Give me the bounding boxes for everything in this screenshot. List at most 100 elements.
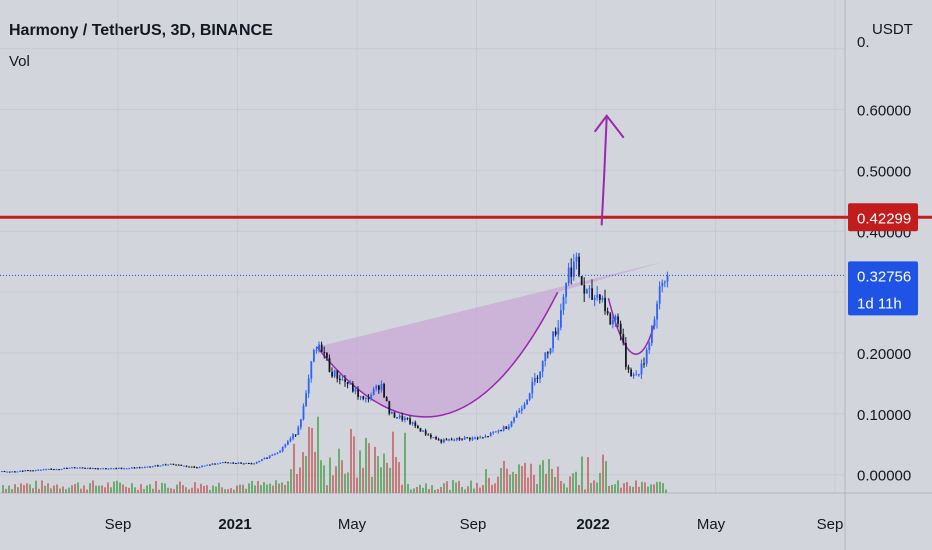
candle-body: [588, 288, 591, 290]
volume-bar: [293, 443, 295, 493]
volume-bar: [125, 486, 127, 493]
candle-body: [81, 467, 84, 469]
chart-title[interactable]: Harmony / TetherUS, 3D, BINANCE: [9, 22, 273, 39]
candle-body: [435, 437, 437, 440]
volume-bar: [461, 486, 463, 493]
volume-bar: [230, 488, 232, 493]
volume-bar: [470, 480, 472, 493]
volume-bar: [650, 484, 652, 493]
candle-body: [53, 469, 55, 471]
candle-body: [443, 439, 445, 443]
volume-bar: [434, 489, 436, 493]
candle-body: [653, 319, 656, 327]
candle-body: [89, 468, 92, 470]
candle-body: [518, 410, 521, 413]
candle-body: [227, 462, 229, 464]
candle-body: [180, 464, 183, 466]
candle-body: [138, 467, 141, 469]
candle-body: [92, 468, 94, 470]
volume-bar: [14, 484, 16, 493]
candle-body: [414, 422, 417, 427]
candle-body: [159, 465, 162, 467]
volume-bar: [515, 474, 517, 493]
candle-body: [375, 385, 378, 390]
volume-bar: [365, 437, 367, 493]
candle-body: [630, 369, 632, 377]
handle-curve: [607, 298, 656, 355]
candle-body: [549, 348, 552, 354]
volume-bar: [35, 480, 37, 493]
volume-indicator-label[interactable]: Vol: [9, 53, 30, 70]
time-tick-label: May: [338, 516, 367, 533]
candle-body: [144, 467, 146, 469]
volume-bar: [311, 427, 313, 493]
candle-body: [372, 389, 375, 395]
candle-body: [300, 419, 302, 428]
candle-body: [274, 453, 276, 455]
candle-body: [593, 297, 596, 300]
candle-body: [86, 468, 89, 470]
candle-body: [170, 463, 172, 465]
candle-body: [263, 457, 266, 460]
volume-bar: [512, 471, 514, 493]
volume-bar: [458, 480, 460, 493]
candle-body: [34, 470, 37, 472]
candle-body: [193, 466, 196, 468]
candle-body: [604, 297, 606, 312]
volume-bar: [554, 476, 556, 493]
volume-bar: [464, 489, 466, 493]
candle-body: [105, 468, 107, 470]
volume-bar: [395, 457, 397, 493]
volume-bar: [320, 460, 322, 493]
candle-body: [531, 381, 534, 394]
candle-body: [339, 378, 341, 381]
candle-body: [281, 446, 284, 452]
candle-body: [536, 377, 539, 379]
candle-body: [482, 437, 484, 439]
candle-body: [203, 465, 206, 467]
candle-body: [479, 437, 482, 439]
volume-bar: [20, 483, 22, 493]
candle-body: [508, 426, 510, 429]
candle-body: [380, 383, 383, 390]
volume-bar: [635, 480, 637, 493]
volume-bar: [398, 462, 400, 493]
candle-body: [648, 343, 651, 350]
candle-body: [253, 463, 255, 465]
candle-body: [40, 469, 42, 471]
candle-body: [560, 310, 562, 328]
candle-body: [526, 399, 528, 405]
volume-bar: [614, 484, 616, 493]
candle-body: [440, 439, 443, 443]
volume-bar: [155, 481, 157, 493]
volume-bar: [368, 443, 370, 493]
candle-body: [336, 370, 339, 379]
candle-body: [183, 465, 185, 467]
volume-bar: [425, 483, 427, 493]
candle-body: [14, 471, 16, 473]
volume-bar: [11, 489, 13, 493]
volume-bar: [326, 485, 328, 493]
candle-body: [164, 464, 167, 466]
volume-bar: [68, 487, 70, 493]
volume-bar: [416, 486, 418, 493]
candle-body: [513, 417, 515, 422]
volume-bar: [356, 477, 358, 493]
volume-bar: [197, 488, 199, 493]
volume-bar: [560, 480, 562, 493]
candle-body: [489, 432, 492, 437]
volume-bar: [629, 486, 631, 493]
candle-body: [120, 467, 123, 469]
candle-body: [450, 439, 453, 441]
candle-body: [196, 467, 198, 469]
candle-body: [211, 463, 214, 465]
volume-bar: [278, 483, 280, 493]
candle-body: [188, 466, 190, 468]
candle-body: [235, 463, 237, 465]
candle-body: [237, 462, 240, 464]
volume-bar: [347, 472, 349, 493]
candle-body: [432, 437, 435, 439]
candle-body: [297, 427, 300, 435]
candle-body: [627, 366, 630, 370]
